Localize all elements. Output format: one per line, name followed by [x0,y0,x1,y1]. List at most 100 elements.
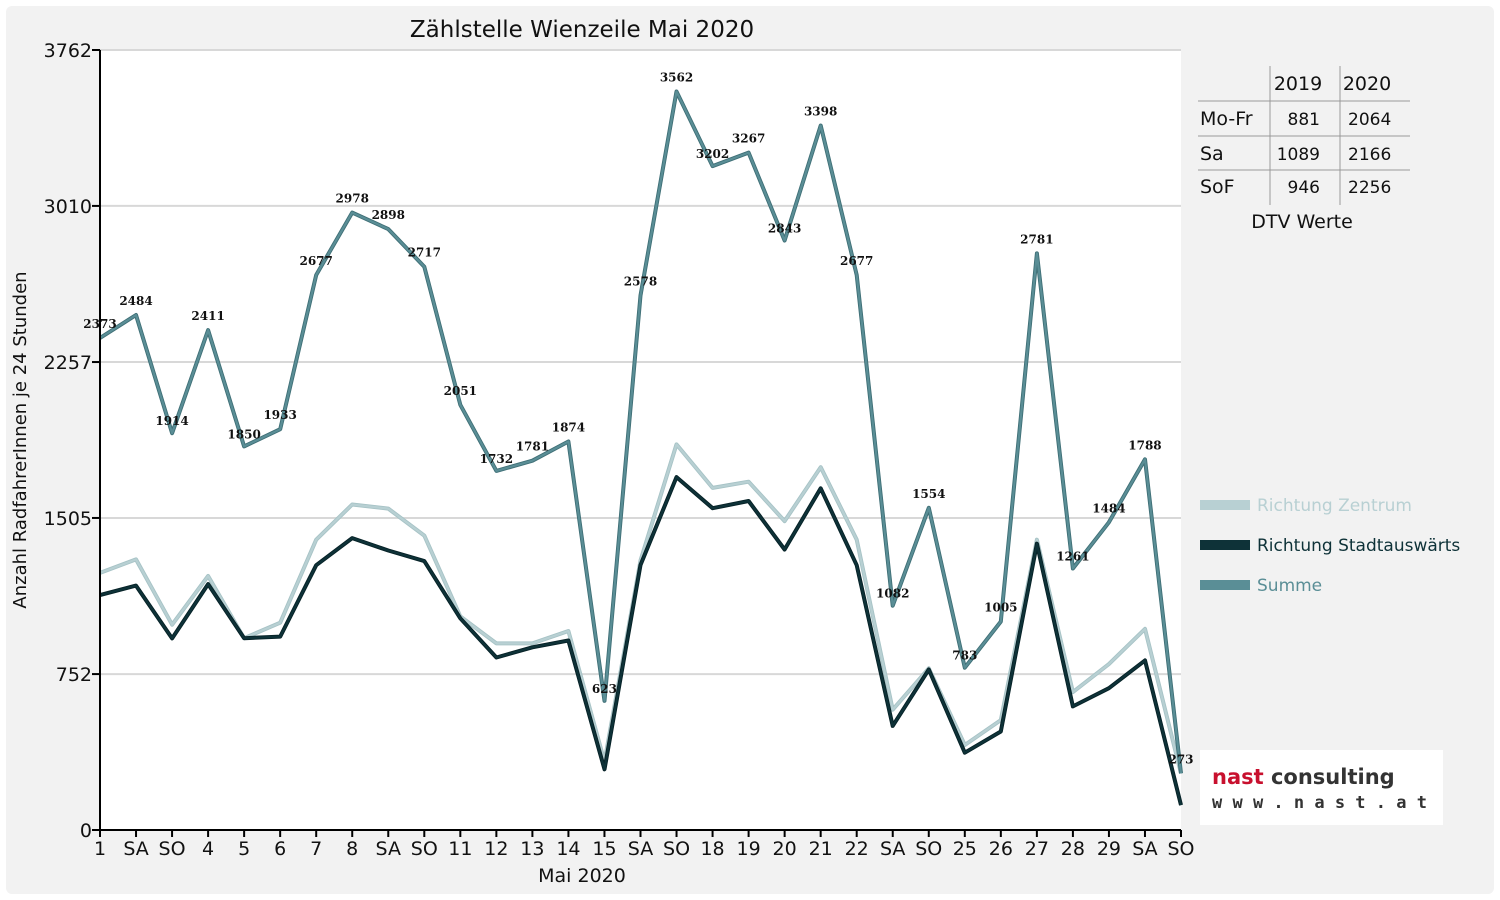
x-tick-label: 8 [346,838,358,860]
dtv-header-2019: 2019 [1274,73,1322,95]
data-label: 2677 [299,254,332,268]
dtv-cell: 1089 [1277,145,1320,165]
y-tick-label: 0 [80,820,92,842]
x-axis-label: Mai 2020 [538,865,626,887]
x-tick-label: SA [628,838,653,860]
chart-title: Zählstelle Wienzeile Mai 2020 [410,17,754,43]
data-label: 2978 [336,192,369,206]
legend-swatch [1200,580,1250,590]
x-tick-label: 22 [845,838,869,860]
x-tick-label: 14 [556,838,580,860]
logo-box [1200,750,1443,825]
x-tick-label: SO [1167,838,1194,860]
series-line [99,476,1183,806]
data-label: 2578 [624,274,657,288]
x-tick-label: SA [880,838,905,860]
data-label: 1554 [912,487,945,501]
x-tick-label: SO [411,838,438,860]
data-label: 2717 [408,246,441,260]
data-label: 3202 [696,147,729,161]
x-tick-label: 12 [484,838,508,860]
data-label: 2484 [119,294,152,308]
x-tick-label: 19 [737,838,761,860]
legend-label: Richtung Stadtauswärts [1257,536,1460,556]
y-tick-label: 3762 [44,40,92,62]
y-tick-label: 2257 [44,352,92,374]
legend: Richtung Zentrum Richtung Stadtauswärts Su… [1200,496,1460,596]
dtv-cell: 2256 [1348,178,1391,198]
chart-frame: 2373248419142411185019332677297828982717… [6,6,1494,894]
x-tick-label: SA [1132,838,1157,860]
y-tick-label: 3010 [44,196,92,218]
x-tick-label: SO [663,838,690,860]
legend-label: Summe [1257,576,1322,596]
dtv-cell: 2166 [1348,145,1391,165]
data-label: 3562 [660,70,693,84]
data-label: 2898 [372,208,405,222]
data-label: 1484 [1092,501,1125,515]
data-label: 3267 [732,132,765,146]
x-tick-label: 29 [1097,838,1121,860]
data-label: 1933 [263,408,296,422]
data-label: 1850 [227,427,260,441]
data-label: 2843 [768,222,801,236]
data-label: 2411 [191,309,224,323]
data-label: 1082 [876,587,909,601]
line-chart: 2373248419142411185019332677297828982717… [10,17,1460,887]
x-tick-label: 18 [700,838,724,860]
x-tick-label: 4 [202,838,214,860]
data-label: 1261 [1056,550,1089,564]
logo-name-part2: consulting [1264,765,1395,789]
series-line [99,90,1183,774]
logo-url: w w w . n a s t . a t [1212,793,1427,813]
y-tick-label: 752 [56,664,92,686]
x-tick-label: 25 [953,838,977,860]
logo-text: nast consulting [1212,765,1395,789]
x-tick-label: 27 [1025,838,1049,860]
x-tick-labels: 1 SA SO 4 5 6 7 8 SA SO 11 12 13 14 15 SA SO 18 19 20 21 22 SA… [94,830,1195,860]
y-tick-labels: 0 752 1505 2257 3010 3762 [44,40,100,842]
series-lines [98,89,1183,806]
x-tick-label: SA [376,838,401,860]
data-label: 2677 [840,254,873,268]
data-label: 1914 [155,414,188,428]
legend-label: Richtung Zentrum [1257,496,1412,516]
data-labels: 2373248419142411185019332677297828982717… [83,70,1193,766]
x-tick-label: 28 [1061,838,1085,860]
data-label: 2781 [1020,232,1053,246]
dtv-row-label: Sa [1200,143,1224,165]
x-tick-label: 20 [773,838,797,860]
data-label: 3398 [804,104,837,118]
x-tick-label: 11 [448,838,472,860]
dtv-row-label: SoF [1200,176,1235,198]
x-tick-label: 13 [520,838,544,860]
x-tick-label: 6 [274,838,286,860]
x-tick-label: 7 [310,838,322,860]
legend-swatch [1200,500,1250,510]
data-label: 1005 [984,601,1017,615]
x-tick-label: 1 [94,838,106,860]
data-label: 2051 [444,384,477,398]
dtv-table: 2019 2020 Mo-Fr 881 2064 Sa 1089 2166 So… [1198,66,1410,233]
data-label: 273 [1168,752,1193,766]
data-label: 1732 [480,452,513,466]
data-label: 1781 [516,440,549,454]
x-tick-label: SA [123,838,148,860]
x-tick-label: 15 [592,838,616,860]
plot-area [100,50,1181,830]
dtv-cell: 946 [1288,178,1320,198]
y-axis-label: Anzahl RadfahrerInnen je 24 Stunden [10,271,31,608]
x-tick-label: SO [915,838,942,860]
data-label: 1874 [552,420,585,434]
legend-swatch [1200,540,1250,550]
dtv-cell: 881 [1288,110,1320,130]
data-label: 1788 [1128,438,1161,452]
y-tick-label: 1505 [44,508,92,530]
x-tick-label: SO [159,838,186,860]
x-tick-label: 5 [238,838,250,860]
dtv-header-2020: 2020 [1343,73,1391,95]
data-label: 623 [592,682,617,696]
x-tick-label: 21 [809,838,833,860]
dtv-row-label: Mo-Fr [1200,108,1253,130]
dtv-caption: DTV Werte [1251,211,1353,233]
